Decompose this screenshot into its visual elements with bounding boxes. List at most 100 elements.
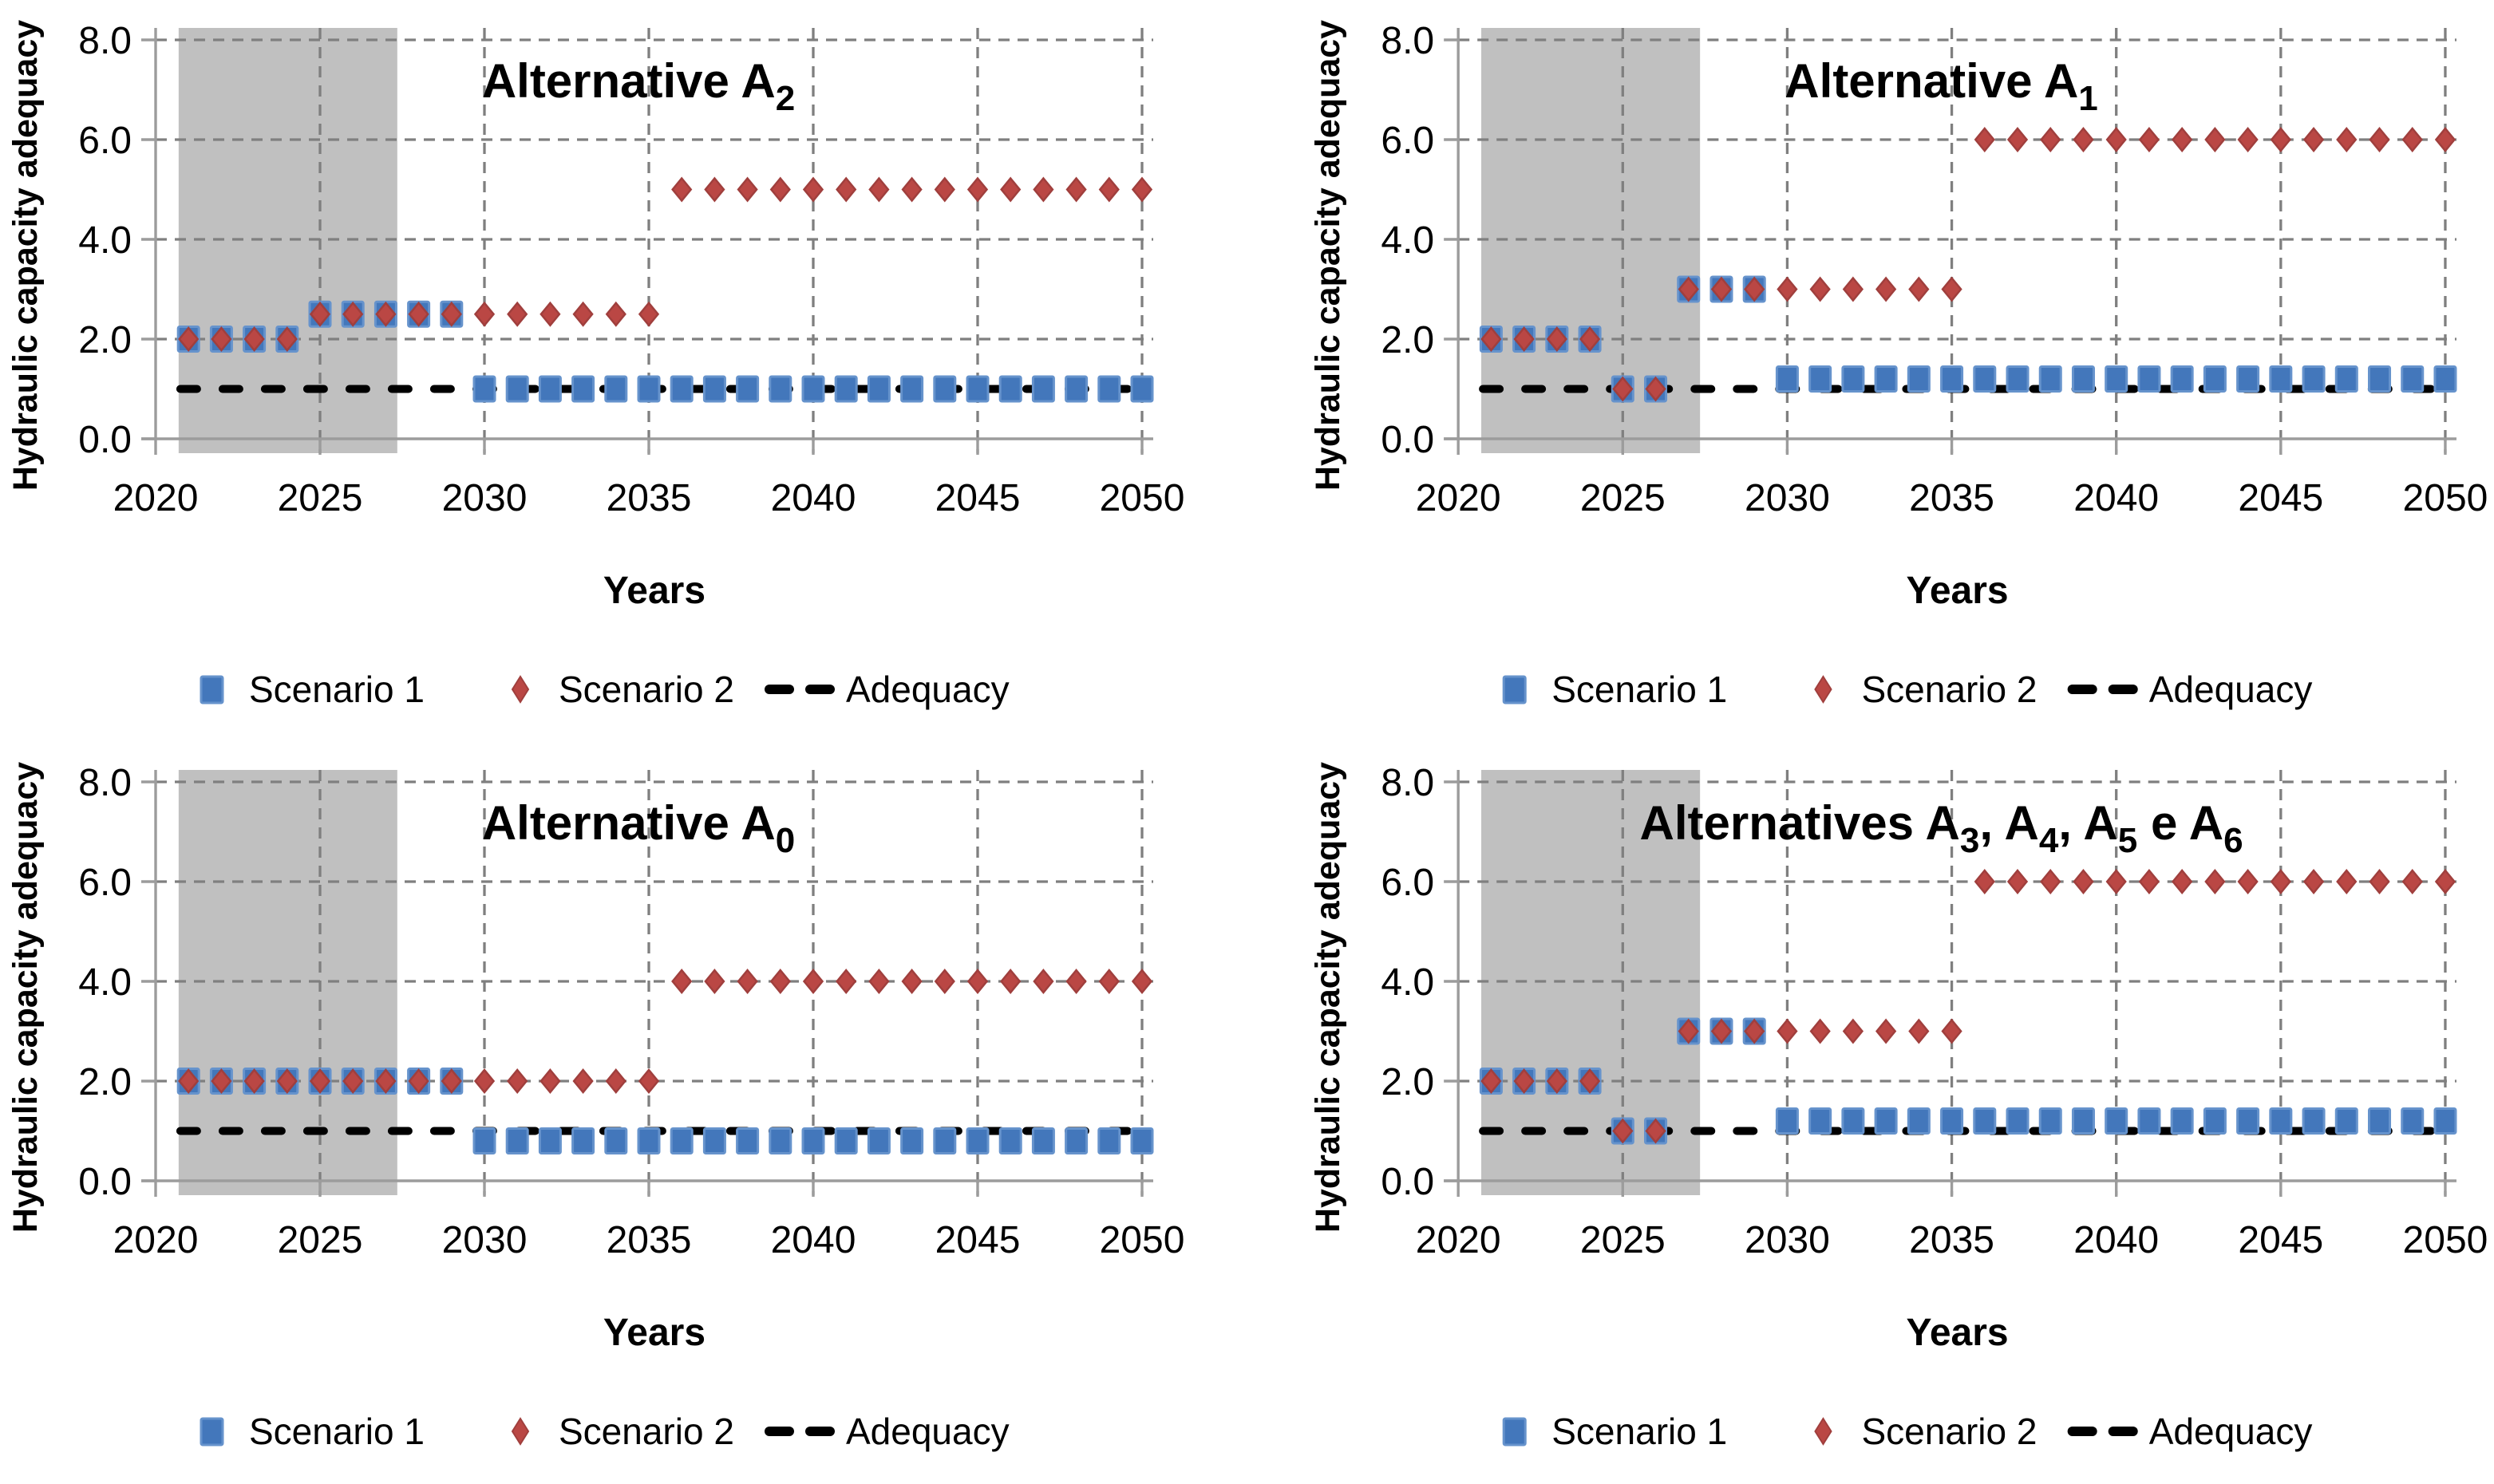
scenario1-marker xyxy=(2137,365,2161,393)
y-tick-label: 6.0 xyxy=(1381,120,1434,162)
scenario2-marker xyxy=(572,301,594,327)
legend-label-scenario1: Scenario 1 xyxy=(249,669,425,710)
scenario1-marker xyxy=(933,1127,957,1154)
scenario2-marker xyxy=(375,1068,397,1094)
scenario1-marker xyxy=(2006,1107,2030,1135)
scenario1-marker xyxy=(933,375,957,403)
x-tick-label: 2020 xyxy=(1416,1219,1501,1261)
scenario2-marker xyxy=(1546,1068,1567,1094)
legend: Scenario 1 Scenario 2 Adequacy xyxy=(200,1411,1010,1452)
scenario2-marker xyxy=(473,1068,496,1094)
scenario2-marker xyxy=(1809,276,1831,302)
scenario2-marker xyxy=(2270,869,2291,894)
scenario2-marker xyxy=(1744,276,1765,302)
scenario1-marker xyxy=(2236,1107,2260,1135)
y-axis-label: Hydraulic capacity adequacy xyxy=(1309,20,1347,491)
scenario1-marker xyxy=(538,1127,562,1154)
y-tick-label: 0.0 xyxy=(78,419,132,461)
scenario2-marker xyxy=(276,326,298,352)
x-tick-label: 2030 xyxy=(1745,477,1830,519)
scenario1-marker xyxy=(472,1127,496,1154)
scenario2-marker xyxy=(802,176,824,203)
chart-panel-top-left: 0.0 2.0 4.0 6.0 8.0 2020 2025 2030 2035 2040 2045 2… xyxy=(0,0,1247,742)
scenario2-marker xyxy=(1842,276,1864,302)
scenario1-marker xyxy=(2433,365,2457,393)
scenario2-marker xyxy=(1777,276,1798,302)
x-tick-label: 2020 xyxy=(113,1219,199,1261)
scenario2-marker xyxy=(934,176,955,203)
scenario2-marker xyxy=(375,301,397,327)
scenario2-marker xyxy=(2237,127,2259,152)
scenario2-marker xyxy=(1480,326,1502,352)
legend-diamond-icon xyxy=(511,1417,530,1446)
x-tick-label: 2050 xyxy=(1100,477,1185,519)
scenario2-marker xyxy=(2401,127,2423,152)
legend-label-scenario1: Scenario 1 xyxy=(249,1411,425,1452)
scenario1-marker xyxy=(1808,365,1832,393)
legend-square-icon xyxy=(1502,675,1527,705)
scenario2-marker xyxy=(441,301,462,327)
legend: Scenario 1 Scenario 2 Adequacy xyxy=(1502,1411,2312,1452)
scenario1-marker xyxy=(867,1127,891,1154)
scenario2-marker xyxy=(572,1068,594,1094)
scenario2-marker xyxy=(2302,869,2325,894)
x-tick-label: 2020 xyxy=(113,477,199,519)
y-tick-label: 6.0 xyxy=(78,862,132,904)
legend-dash-icon xyxy=(805,685,835,694)
x-axis-label: Years xyxy=(1906,570,2008,612)
scenario2-marker xyxy=(704,969,725,994)
scenario1-marker xyxy=(2038,365,2062,393)
y-tick-label: 0.0 xyxy=(78,1161,132,1203)
scenario2-marker xyxy=(638,1068,660,1094)
chart-panel-bottom-left: 0.0 2.0 4.0 6.0 8.0 2020 2025 2030 2035 2040 2045 2… xyxy=(0,742,1247,1484)
x-tick-label: 2025 xyxy=(278,1219,363,1261)
scenario2-marker xyxy=(1744,1018,1765,1044)
x-tick-label: 2045 xyxy=(2238,1219,2323,1261)
x-tick-label: 2045 xyxy=(935,1219,1021,1261)
scenario2-series xyxy=(1480,127,2456,402)
scenario1-marker xyxy=(2269,365,2293,393)
x-tick-labels: 2020 2025 2030 2035 2040 2045 2050 xyxy=(1416,1219,2488,1261)
axes xyxy=(141,28,1153,455)
scenario2-marker xyxy=(1908,276,1930,302)
scenario2-marker xyxy=(704,176,725,203)
scenario2-marker xyxy=(769,176,791,203)
scenario1-marker xyxy=(670,1127,694,1154)
chart-panel-bottom-right: 0.0 2.0 4.0 6.0 8.0 2020 2025 2030 2035 2040 2045 2… xyxy=(1247,742,2494,1484)
scenario1-marker xyxy=(834,1127,858,1154)
scenario1-marker xyxy=(1973,365,1997,393)
x-tick-label: 2035 xyxy=(607,1219,692,1261)
scenario1-marker xyxy=(2269,1107,2293,1135)
scenario2-marker xyxy=(836,176,857,203)
scenario1-marker xyxy=(1097,375,1121,403)
chart-title: Alternatives A3, A4, A5 e A6 xyxy=(1639,796,2243,860)
scenario2-marker xyxy=(2401,869,2423,894)
x-tick-labels: 2020 2025 2030 2035 2040 2045 2050 xyxy=(113,1219,1185,1261)
scenario2-series xyxy=(1480,869,2456,1144)
scenario2-marker xyxy=(1065,176,1087,203)
scenario2-marker xyxy=(1513,1068,1535,1094)
scenario1-marker xyxy=(1775,1107,1799,1135)
axes xyxy=(141,770,1153,1197)
x-tick-label: 2025 xyxy=(278,477,363,519)
scenario2-marker xyxy=(473,301,496,327)
scenario2-marker xyxy=(966,176,989,203)
chart-title: Alternative A0 xyxy=(482,796,795,860)
scenario1-marker xyxy=(1097,1127,1121,1154)
y-tick-labels: 0.0 2.0 4.0 6.0 8.0 xyxy=(1381,20,1434,461)
scenario1-marker xyxy=(1065,1127,1089,1154)
y-tick-label: 8.0 xyxy=(1381,762,1434,804)
legend-label-scenario2: Scenario 2 xyxy=(559,1411,734,1452)
scenario2-marker xyxy=(2172,869,2193,894)
scenario1-marker xyxy=(2433,1107,2457,1135)
scenario2-marker xyxy=(2369,127,2390,152)
scenario2-marker xyxy=(178,1068,200,1094)
scenario2-marker xyxy=(1678,1018,1699,1044)
scenario1-marker xyxy=(1940,1107,1964,1135)
legend-label-adequacy: Adequacy xyxy=(2149,669,2313,710)
scenario2-marker xyxy=(1033,176,1054,203)
scenario1-marker xyxy=(1031,1127,1055,1154)
scenario2-marker xyxy=(211,1068,232,1094)
y-axis-label: Hydraulic capacity adequacy xyxy=(6,20,45,491)
